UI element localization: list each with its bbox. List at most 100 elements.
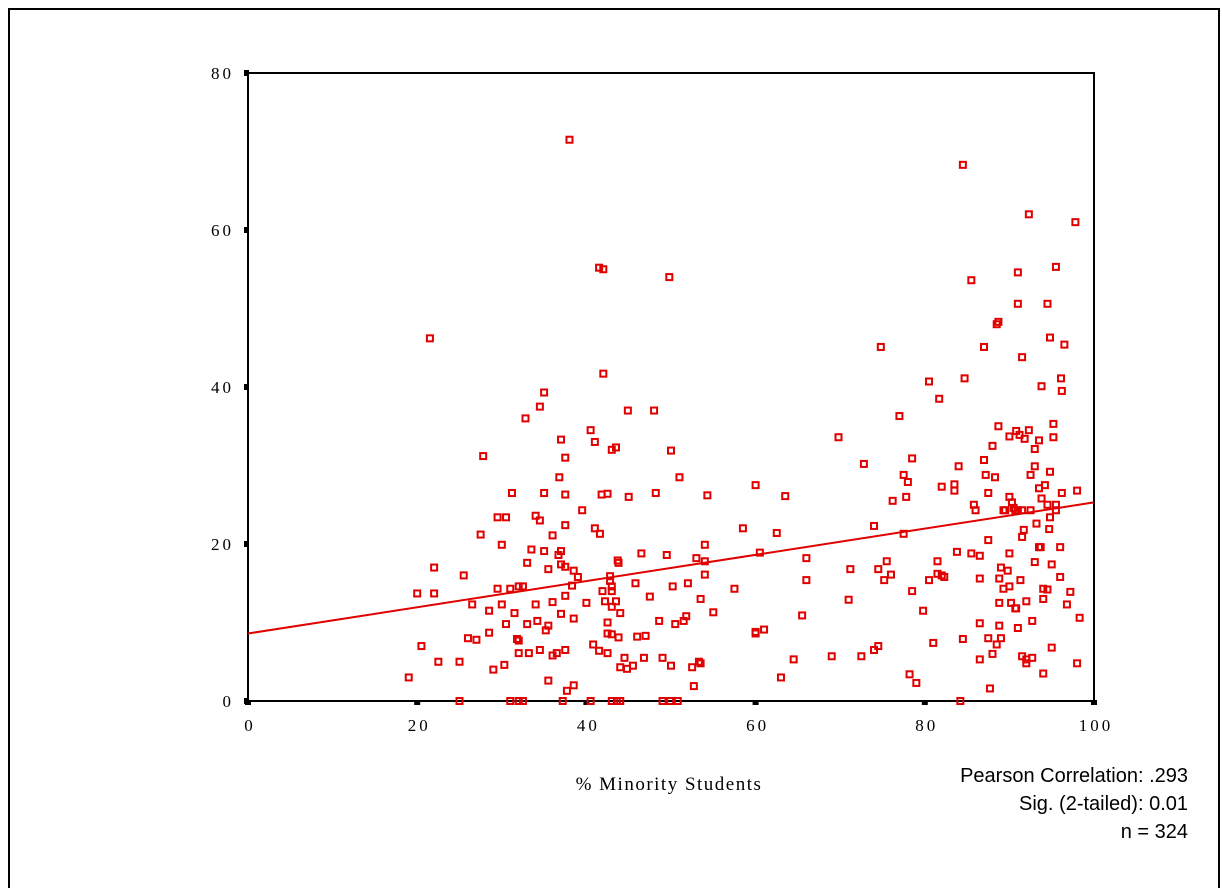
scatter-point: [688, 663, 697, 672]
scatter-point: [882, 557, 891, 566]
scatter-point: [668, 582, 677, 591]
scatter-point: [468, 600, 477, 609]
scatter-point: [696, 659, 705, 668]
scatter-point: [425, 334, 434, 343]
scatter-point: [562, 686, 571, 695]
scatter-point: [919, 606, 928, 615]
y-tick-mark: [244, 384, 249, 390]
scatter-point: [857, 652, 866, 661]
scatter-point: [1057, 386, 1066, 395]
scatter-point: [417, 642, 426, 651]
scatter-point: [1043, 500, 1052, 509]
scatter-point: [1047, 560, 1056, 569]
x-tick-label: 100: [1079, 716, 1114, 735]
scatter-point: [603, 618, 612, 627]
scatter-point: [514, 697, 523, 705]
scatter-point: [601, 597, 610, 606]
scatter-point: [531, 511, 540, 520]
x-tick-mark: [414, 700, 421, 705]
scatter-point: [603, 649, 612, 658]
scatter-point: [908, 454, 917, 463]
scatter-point: [1045, 525, 1054, 534]
scatter-point: [1030, 462, 1039, 471]
scatter-point: [760, 625, 769, 634]
scatter-point: [561, 453, 570, 462]
scatter-point: [455, 657, 464, 666]
scatter-point: [1024, 426, 1033, 435]
scatter-point: [995, 598, 1004, 607]
scatter-point: [655, 616, 664, 625]
scatter-point: [958, 160, 967, 169]
scatter-point: [658, 697, 667, 705]
scatter-point: [956, 697, 965, 705]
scatter-point: [623, 406, 632, 415]
scatter-point: [607, 582, 616, 591]
scatter-point: [902, 492, 911, 501]
scatter-point: [937, 482, 946, 491]
scatter-point: [430, 563, 439, 572]
scatter-point: [497, 600, 506, 609]
scatter-point: [612, 443, 621, 452]
scatter-point: [1056, 543, 1065, 552]
scatter-point: [1007, 598, 1016, 607]
scatter-point: [682, 612, 691, 621]
scatter-point: [1066, 587, 1075, 596]
x-tick-label: 20: [408, 716, 431, 735]
scatter-point: [984, 488, 993, 497]
y-axis: 0 20 40 60 80: [211, 64, 249, 711]
scatter-point: [675, 473, 684, 482]
scatter-point: [940, 572, 949, 581]
scatter-point: [880, 576, 889, 585]
scatter-point: [1043, 585, 1052, 594]
scatter-point: [696, 594, 705, 603]
scatter-point: [751, 481, 760, 490]
scatter-point: [827, 652, 836, 661]
x-tick-mark: [1091, 700, 1097, 705]
y-tick-mark: [244, 541, 249, 547]
scatter-point: [1039, 594, 1048, 603]
scatter-point: [493, 513, 502, 522]
scatter-point: [975, 574, 984, 583]
scatter-point: [671, 620, 680, 629]
scatter-point: [603, 629, 612, 638]
scatter-point: [876, 342, 885, 351]
scatter-point: [1022, 659, 1031, 668]
scatter-point: [700, 570, 709, 579]
scatter-point: [755, 548, 764, 557]
scatter-point: [548, 598, 557, 607]
scatter-point: [521, 414, 530, 423]
scatter-point: [544, 621, 553, 630]
scatter-point: [527, 545, 536, 554]
scatter-point: [1046, 467, 1055, 476]
plot-area: [247, 72, 1095, 702]
scatter-point: [859, 459, 868, 468]
scatter-point: [558, 697, 567, 705]
scatter-point: [510, 609, 519, 618]
x-tick-label: 40: [577, 716, 600, 735]
y-tick-label: 60: [211, 221, 234, 240]
scatter-point: [561, 562, 570, 571]
scatter-point: [557, 435, 566, 444]
scatter-point: [607, 602, 616, 611]
stats-sig: Sig. (2-tailed): 0.01: [1019, 793, 1188, 815]
scatter-point: [802, 554, 811, 563]
scatter-point: [603, 489, 612, 498]
scatter-point: [667, 661, 675, 670]
scatter-point: [980, 456, 989, 465]
scatter-point: [1043, 299, 1052, 308]
regression-line: [247, 501, 1095, 635]
scatter-point: [599, 369, 608, 378]
scatter-point: [899, 529, 908, 538]
scatter-point: [404, 673, 413, 682]
scatter-point: [1013, 299, 1022, 308]
scatter-point: [561, 521, 570, 530]
x-tick-label: 60: [746, 716, 769, 735]
scatter-point: [1013, 268, 1022, 277]
scatter-point: [616, 609, 625, 618]
scatter-point: [903, 477, 912, 486]
scatter-point: [479, 452, 488, 461]
x-axis: 0 20 40 60 80 100: [244, 700, 1114, 735]
y-tick-label: 40: [211, 378, 234, 397]
scatter-point: [1049, 419, 1058, 428]
scatter-point: [485, 606, 494, 615]
